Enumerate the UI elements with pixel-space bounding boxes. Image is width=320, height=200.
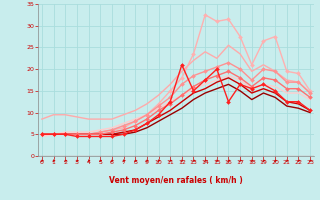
X-axis label: Vent moyen/en rafales ( km/h ): Vent moyen/en rafales ( km/h )	[109, 176, 243, 185]
